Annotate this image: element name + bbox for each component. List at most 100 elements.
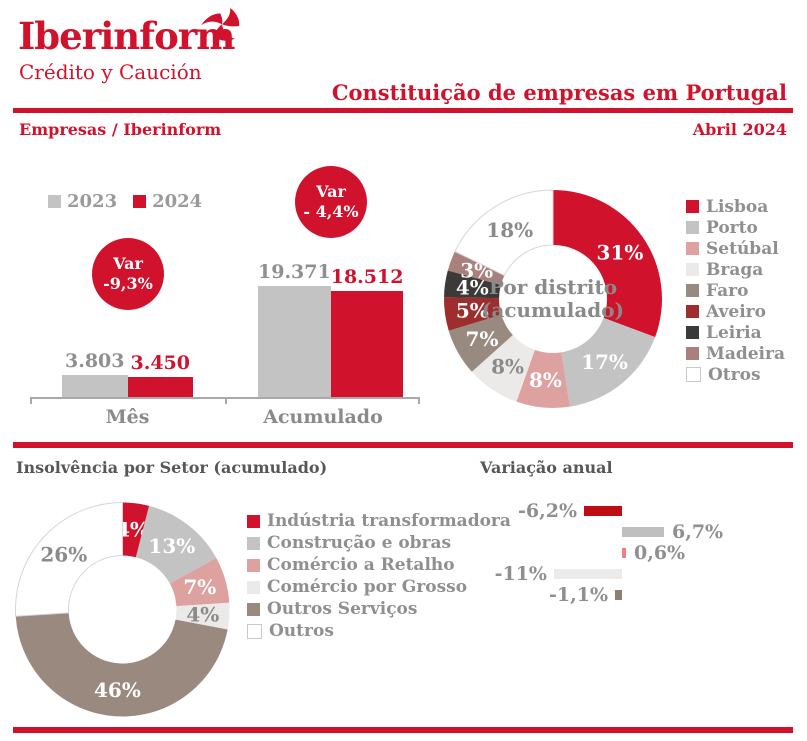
variation-badge-value: -9,3%	[103, 274, 153, 293]
variation-bar-chart: -6,2% 6,7% 0,6% -11% -1,1%	[495, 498, 807, 613]
variation-bar-label: -1,1%	[549, 584, 608, 606]
bar-group-acumulado: 19.371 18.512	[258, 257, 404, 397]
sector-legend-item-outros: Outros	[247, 620, 511, 642]
donut-segment-com-rcio-por-grosso	[175, 602, 230, 630]
variation-bar-constru-o-e-obras	[622, 527, 664, 537]
legend-swatch	[247, 580, 260, 594]
legend-label-2024: 2024	[152, 191, 203, 212]
legend-swatch	[686, 221, 699, 234]
legend-label: Porto	[706, 217, 758, 238]
axis-tick	[225, 397, 227, 404]
donut-segment-leiria	[444, 270, 501, 299]
axis-tick	[418, 397, 420, 404]
variation-bar-label: -6,2%	[518, 500, 577, 522]
bar-value-label: 3.803	[65, 350, 125, 372]
variation-badge-value: - 4,4%	[303, 202, 359, 221]
legend-label: Lisboa	[706, 196, 769, 217]
donut-segment-outros-servi-os	[15, 612, 228, 717]
donut-segment-value-outros-servi-os: 46%	[94, 678, 141, 702]
legend-swatch	[686, 284, 699, 297]
donut-segment-lisboa	[553, 190, 662, 338]
donut-center-line1: Por distrito	[488, 275, 618, 299]
x-axis	[30, 397, 420, 404]
legend-swatch	[686, 347, 699, 360]
donut-segment-braga	[471, 335, 535, 402]
donut-segment-constru-o-e-obras	[135, 505, 217, 584]
bar-value-label: 3.450	[130, 352, 191, 374]
legend-label-2023: 2023	[67, 191, 118, 212]
bar-value-label: 18.512	[330, 266, 404, 288]
legend-swatch	[247, 514, 260, 528]
bar-chart-legend: 2023 2024	[48, 191, 202, 212]
legend-swatch	[247, 623, 262, 639]
donut-segment-value-outros: 26%	[40, 542, 87, 566]
legend-swatch	[686, 326, 699, 339]
legend-label: Comércio a Retalho	[267, 555, 455, 575]
page-title: Constituição de empresas em Portugal	[331, 80, 787, 105]
sector-section-title: Insolvência por Setor (acumulado)	[16, 458, 328, 477]
district-legend-item-leiria: Leiria	[686, 322, 785, 343]
district-legend-item-lisboa: Lisboa	[686, 196, 785, 217]
variation-bar-ind-stria-transformadora	[584, 506, 622, 516]
bird-icon	[201, 8, 240, 41]
district-donut-chart: 31%17%8%8%7%5%4%3%18%	[443, 189, 662, 408]
donut-segment-porto	[561, 317, 656, 407]
district-legend-item-aveiro: Aveiro	[686, 301, 785, 322]
bar-column-acumulado-2024: 18.512	[330, 266, 404, 397]
donut-segment-value-com-rcio-a-retalho: 7%	[183, 575, 216, 599]
legend-swatch-2024	[133, 195, 147, 208]
variation-bar-label: -11%	[494, 563, 547, 585]
legend-label: Comércio por Grosso	[267, 577, 468, 597]
section-divider	[13, 442, 793, 448]
legend-swatch	[247, 602, 260, 616]
sector-legend-item-com-rcio-por-grosso: Comércio por Grosso	[247, 576, 511, 598]
donut-segment-value-braga: 8%	[491, 355, 524, 379]
donut-segment-set-bal	[516, 349, 570, 408]
bar-2024	[127, 377, 193, 397]
legend-item-2023: 2023	[48, 191, 117, 212]
donut-segment-value-porto: 17%	[581, 350, 628, 374]
variation-badge-title: Var	[113, 254, 143, 273]
district-legend-item-madeira: Madeira	[686, 343, 785, 364]
bar-column-m-s-2024: 3.450	[127, 352, 193, 397]
logo-wordmark: Iberinform	[18, 14, 235, 58]
legend-label: Faro	[706, 280, 749, 301]
category-label-mes: Mês	[105, 406, 150, 428]
bar-column-acumulado-2023: 19.371	[258, 261, 331, 397]
donut-segment-value-constru-o-e-obras: 13%	[148, 534, 195, 558]
legend-label: Madeira	[706, 343, 785, 364]
sector-donut-chart: 4%13%7%4%46%26%	[15, 502, 230, 717]
section-label: Empresas / Iberinform	[19, 120, 222, 139]
logo-subtitle: Crédito y Caución	[19, 60, 202, 84]
donut-segment-com-rcio-a-retalho	[169, 557, 230, 607]
sector-legend: Indústria transformadora Construção e obr…	[247, 510, 511, 642]
district-donut-center-label: Por distrito (acumulado)	[473, 276, 633, 322]
variation-bar-com-rcio-por-grosso	[554, 569, 622, 579]
legend-swatch	[686, 242, 699, 255]
district-legend-item-faro: Faro	[686, 280, 785, 301]
district-legend-item-braga: Braga	[686, 259, 785, 280]
legend-swatch	[686, 305, 699, 318]
legend-label: Outros	[269, 621, 334, 641]
date-label: Abril 2024	[692, 120, 787, 139]
donut-segment-value-com-rcio-por-grosso: 4%	[186, 603, 219, 627]
legend-label: Otros	[708, 364, 761, 385]
donut-segment-ind-stria-transformadora	[122, 502, 150, 558]
axis-tick	[30, 397, 32, 404]
variation-badge-acumulado: Var - 4,4%	[295, 166, 367, 238]
legend-label: Outros Serviços	[267, 599, 418, 619]
legend-swatch	[247, 558, 260, 572]
legend-label: Aveiro	[706, 301, 766, 322]
bar-column-m-s-2023: 3.803	[62, 350, 128, 397]
donut-segment-value-aveiro: 5%	[456, 298, 489, 322]
variation-bar-com-rcio-a-retalho	[622, 548, 626, 558]
legend-label: Braga	[706, 259, 764, 280]
district-legend-item-porto: Porto	[686, 217, 785, 238]
variation-bar-label: 0,6%	[634, 542, 686, 564]
variation-badge-mes: Var -9,3%	[92, 238, 164, 310]
donut-segment-value-otros: 18%	[486, 218, 533, 242]
bar-2023	[62, 375, 128, 397]
district-legend-item-set-bal: Setúbal	[686, 238, 785, 259]
legend-label: Indústria transformadora	[267, 511, 511, 531]
